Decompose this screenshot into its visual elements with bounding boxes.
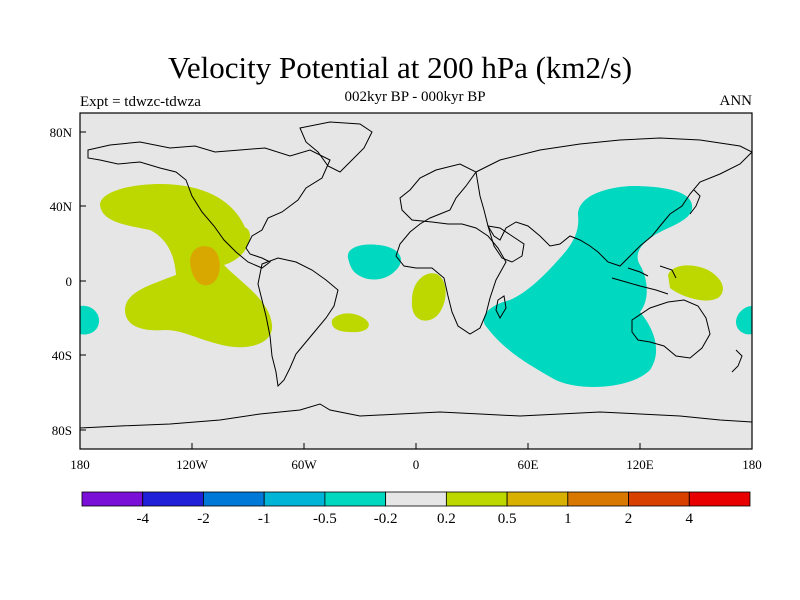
colorbar-swatch — [688, 491, 751, 507]
lon-tick-label: 0 — [413, 457, 420, 472]
negative-anomaly-dateline-west — [80, 305, 100, 335]
colorbar-labels: -4 -2 -1 -0.5 -0.2 0.2 0.5 1 2 4 — [136, 511, 693, 527]
chart-subtitle: 002kyr BP - 000kyr BP — [344, 89, 486, 105]
antarctica-coast — [80, 403, 752, 429]
colorbar-swatch — [506, 491, 569, 507]
maritime-continent-coast — [611, 265, 677, 295]
new-zealand-coast — [731, 349, 743, 373]
lon-tick-label: 60E — [518, 457, 539, 472]
positive-anomaly-core — [190, 246, 220, 286]
colorbar-label: 0.2 — [437, 511, 456, 527]
colorbar-swatch — [142, 491, 204, 507]
negative-anomaly-tropical-atlantic — [347, 244, 401, 280]
colorbar-label: -4 — [136, 511, 149, 527]
lon-tick-label: 180 — [742, 457, 762, 472]
greenland-coast — [299, 121, 373, 173]
colorbar-swatch — [263, 491, 326, 507]
positive-anomaly-south-atlantic-west — [331, 313, 369, 333]
asia-coast — [475, 137, 752, 267]
experiment-label: Expt = tdwzc-tdwza — [80, 94, 201, 110]
negative-anomaly-indian-ocean-asia — [483, 186, 693, 388]
negative-anomaly-dateline-east — [736, 306, 752, 335]
arabia-coast — [487, 225, 525, 263]
lon-tick-label: 120W — [176, 457, 209, 472]
colorbar-label: -0.5 — [313, 511, 337, 527]
chart-title: Velocity Potential at 200 hPa (km2/s) — [167, 50, 633, 85]
contour-fill-layer — [80, 184, 752, 388]
north-america-coast — [87, 141, 331, 269]
colorbar-swatch — [203, 491, 265, 507]
colorbar-label: 4 — [686, 511, 694, 527]
lon-tick-label: 120E — [626, 457, 654, 472]
colorbar-label: -1 — [258, 511, 271, 527]
lat-tick-label: 40S — [52, 348, 72, 363]
positive-anomaly-central-america — [236, 227, 250, 247]
lat-tick-label: 80N — [50, 125, 73, 140]
colorbar-swatch — [567, 491, 629, 507]
colorbar-swatch — [324, 491, 387, 507]
south-america-coast — [257, 257, 339, 388]
colorbar-swatch — [445, 491, 508, 507]
lon-tick-label: 60W — [291, 457, 317, 472]
australia-coast — [631, 299, 711, 359]
colorbar-swatch — [628, 491, 690, 507]
colorbar-label: 1 — [564, 511, 572, 527]
coastlines — [80, 121, 752, 429]
colorbar — [81, 491, 751, 507]
axis-ticks — [79, 131, 753, 449]
colorbar-label: 2 — [625, 511, 633, 527]
lon-tick-label: 180 — [70, 457, 90, 472]
lat-tick-label: 80S — [52, 423, 72, 438]
colorbar-swatch — [81, 491, 144, 507]
colorbar-label: -2 — [197, 511, 210, 527]
colorbar-label: -0.2 — [374, 511, 398, 527]
positive-anomaly-east-pacific — [100, 184, 273, 348]
colorbar-swatch — [385, 491, 447, 507]
lat-tick-label: 0 — [66, 274, 73, 289]
season-label: ANN — [719, 93, 753, 109]
europe-africa-coast — [395, 163, 507, 335]
colorbar-label: 0.5 — [498, 511, 517, 527]
japan-coast — [689, 189, 701, 215]
positive-anomaly-west-pacific — [668, 265, 723, 301]
madagascar-coast — [495, 295, 507, 320]
lat-tick-label: 40N — [50, 199, 73, 214]
positive-anomaly-south-atlantic — [411, 273, 446, 321]
